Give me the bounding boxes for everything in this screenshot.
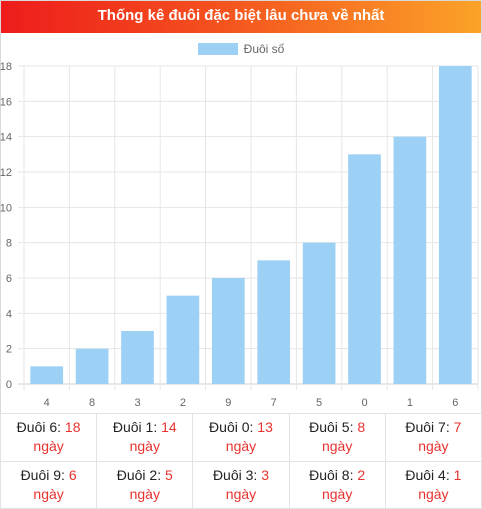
bar[interactable] [121, 331, 154, 384]
bar[interactable] [166, 295, 200, 384]
stats-cell: Đuôi 3: 3 ngày [192, 460, 290, 509]
x-tick-label: 7 [271, 397, 277, 409]
stats-value: 14 [161, 419, 177, 436]
y-tick-label: 8 [6, 238, 12, 250]
stats-row: Đuôi 9: 6 ngày Đuôi 2: 5 ngày Đuôi 3: 3 ngày Đ… [0, 460, 482, 509]
legend-label: Đuôi số [243, 42, 285, 56]
y-tick-label: 16 [0, 96, 12, 108]
stats-label: Đuôi 8: [309, 466, 358, 483]
stats-cell: Đuôi 5: 8 ngày [288, 413, 386, 462]
x-axis-ticks: 4 8 3 2 9 7 5 0 1 6 [44, 397, 459, 409]
bar[interactable] [75, 348, 109, 384]
stats-label: Đuôi 7: [405, 419, 454, 436]
y-tick-label: 12 [0, 167, 12, 179]
bar[interactable] [211, 278, 245, 384]
stats-label: Đuôi 4: [405, 466, 454, 483]
stats-label: Đuôi 6: [16, 419, 65, 436]
y-tick-label: 4 [6, 308, 12, 320]
stats-unit: ngày [129, 485, 160, 502]
bar[interactable] [348, 154, 381, 384]
stats-row: Đuôi 6: 18 ngày Đuôi 1: 14 ngày Đuôi 0: 13 ng… [0, 413, 482, 462]
stats-unit: ngày [33, 485, 64, 502]
stats-cell: Đuôi 2: 5 ngày [96, 460, 194, 509]
x-tick-label: 1 [407, 397, 413, 409]
stats-unit: ngày [321, 438, 353, 455]
stats-value: 3 [261, 466, 269, 483]
stats-cell: Đuôi 8: 2 ngày [288, 460, 386, 509]
stats-unit: ngày [321, 485, 353, 502]
bar[interactable] [302, 242, 336, 384]
x-tick-label: 8 [89, 397, 95, 409]
y-tick-label: 10 [0, 202, 12, 214]
bar[interactable] [438, 66, 472, 384]
stats-cell: Đuôi 7: 7 ngày [384, 413, 482, 462]
bar[interactable] [393, 136, 427, 384]
y-axis-ticks: 0 2 4 6 8 10 12 14 16 18 [0, 61, 12, 391]
stats-unit: ngày [33, 438, 64, 455]
stats-value: 8 [357, 419, 366, 436]
bar[interactable] [257, 260, 291, 384]
stats-table: Đuôi 6: 18 ngày Đuôi 1: 14 ngày Đuôi 0: 13 ng… [0, 413, 482, 509]
stats-value: 6 [68, 466, 77, 483]
stats-unit: ngày [418, 485, 449, 502]
chart-legend[interactable]: Đuôi số [1, 39, 481, 59]
stats-cell: Đuôi 0: 13 ngày [192, 413, 290, 462]
bar[interactable] [30, 366, 64, 384]
y-tick-label: 0 [6, 379, 12, 391]
stats-label: Đuôi 5: [309, 419, 358, 436]
stats-value: 5 [165, 466, 173, 483]
y-tick-label: 18 [0, 61, 12, 73]
widget-title: Thống kê đuôi đặc biệt lâu chưa về nhất [1, 1, 481, 33]
stats-label: Đuôi 0: [209, 419, 258, 436]
stats-label: Đuôi 2: [116, 466, 165, 483]
stats-cell: Đuôi 6: 18 ngày [0, 413, 98, 462]
chart-bars [30, 66, 472, 384]
x-tick-label: 9 [225, 397, 231, 409]
stats-unit: ngày [418, 438, 449, 455]
stats-value: 1 [453, 466, 462, 483]
stats-value: 7 [453, 419, 462, 436]
x-tick-label: 2 [180, 397, 186, 409]
stats-label: Đuôi 9: [20, 466, 69, 483]
stats-label: Đuôi 3: [212, 466, 262, 483]
x-tick-label: 4 [44, 397, 50, 409]
stats-unit: ngày [129, 438, 160, 455]
x-tick-label: 5 [316, 397, 322, 409]
stats-cell: Đuôi 9: 6 ngày [0, 460, 98, 509]
x-tick-label: 3 [134, 397, 140, 409]
y-tick-label: 2 [6, 344, 12, 356]
legend-swatch [197, 43, 238, 55]
stats-label: Đuôi 1: [112, 419, 162, 436]
x-tick-label: 6 [452, 397, 458, 409]
stats-unit: ngày [225, 485, 257, 502]
stats-cell: Đuôi 1: 14 ngày [96, 413, 194, 462]
stats-unit: ngày [225, 438, 257, 455]
y-tick-label: 6 [6, 273, 12, 285]
y-tick-label: 14 [0, 132, 12, 144]
stats-cell: Đuôi 4: 1 ngày [384, 460, 482, 509]
stats-value: 2 [357, 466, 366, 483]
stats-value: 18 [64, 419, 81, 436]
x-tick-label: 0 [361, 397, 367, 409]
stats-value: 13 [257, 419, 273, 436]
